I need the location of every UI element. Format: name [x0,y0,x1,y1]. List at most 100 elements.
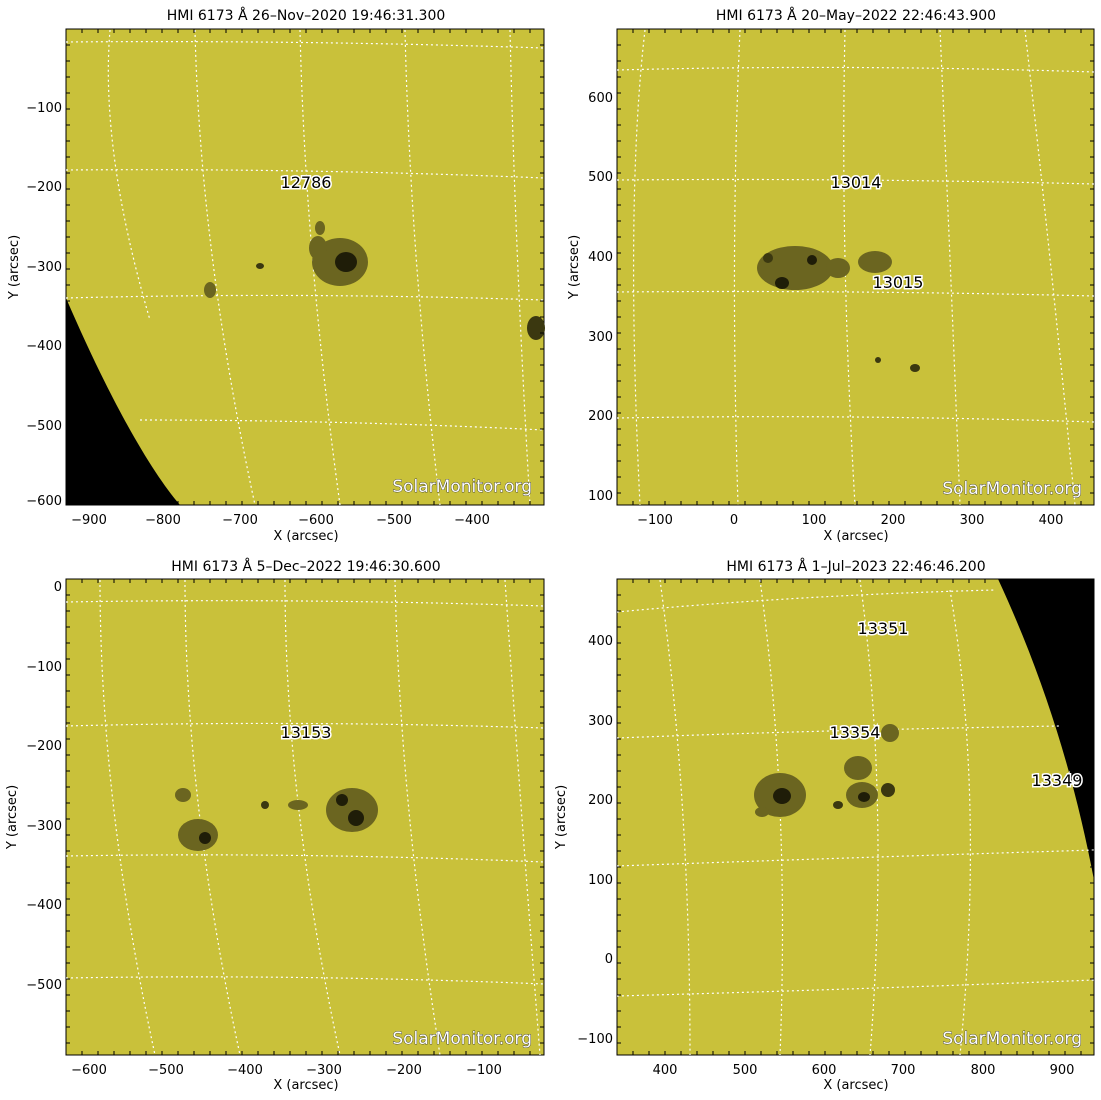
panel-1-sunspots [204,221,545,340]
sunspot-umbra [335,252,357,272]
sunspot-penumbra [315,221,325,235]
y-tick-label: 600 [588,91,613,106]
panel-3-frame [65,578,545,1056]
sunspot-penumbra [757,246,833,290]
sunspot-penumbra [326,788,378,832]
y-axis-label: Y (arcsec) [554,785,569,850]
panel-3-x-ticks: −600 −500 −400 −300 −200 −100 [71,1063,502,1078]
y-tick-label: 200 [588,409,613,424]
region-label: 13153 [281,723,332,742]
y-tick-label: −100 [577,1032,613,1047]
region-label: 13354 [830,723,881,742]
x-tick-label: −800 [145,513,181,528]
panel-1-x-ticks: −900 −800 −700 −600 −500 −400 [71,513,490,528]
panel-4: HMI 6173 Å 1–Jul–2023 22:46:46.200 13351 [554,558,1095,1093]
sunspot-umbra [807,255,817,265]
panel-2-x-ticks: −100 0 100 200 300 400 [637,513,1063,528]
x-axis-label: X (arcsec) [273,529,338,544]
y-axis-label: Y (arcsec) [567,235,582,300]
y-tick-label: −500 [26,978,62,993]
region-label: 13351 [858,619,909,638]
y-axis-label: Y (arcsec) [7,235,22,300]
x-tick-label: 500 [733,1063,758,1078]
panel-3-title: HMI 6173 Å 5–Dec–2022 19:46:30.600 [171,558,440,575]
x-tick-label: 900 [1050,1063,1075,1078]
x-tick-label: −500 [148,1063,184,1078]
y-tick-label: −100 [26,101,62,116]
panel-2-frame [616,28,1095,506]
y-tick-label: 400 [588,250,613,265]
panel-1-heliographic-grid [65,29,545,506]
y-tick-label: 0 [605,952,613,967]
panel-2-y-ticks: 600 500 400 300 200 100 [588,91,613,504]
watermark: SolarMonitor.org [392,1029,532,1049]
sunspot-umbra [348,810,364,826]
sunspot-penumbra [755,807,769,817]
y-tick-label: 300 [588,330,613,345]
region-label: 12786 [281,173,332,192]
sunspot-umbra [336,794,348,806]
x-tick-label: 800 [971,1063,996,1078]
sunspot-penumbra [826,258,850,278]
x-tick-label: 700 [891,1063,916,1078]
sunspot-umbra [858,792,870,802]
x-tick-label: 600 [812,1063,837,1078]
y-tick-label: 400 [588,634,613,649]
y-tick-label: −400 [26,339,62,354]
panel-4-title: HMI 6173 Å 1–Jul–2023 22:46:46.200 [726,558,985,575]
region-label: 13349 [1032,771,1083,790]
sunspot-pore [256,263,264,269]
watermark: SolarMonitor.org [942,479,1082,499]
panel-4-y-ticks: 400 300 200 100 0 −100 [577,634,613,1047]
panel-1-title: HMI 6173 Å 26–Nov–2020 19:46:31.300 [167,7,446,24]
x-tick-label: 300 [960,513,985,528]
x-tick-label: 400 [653,1063,678,1078]
axis-tick-marks [65,28,1094,1055]
y-tick-label: 500 [588,170,613,185]
y-tick-label: 300 [588,714,613,729]
sunspot-umbra [773,788,791,804]
watermark: SolarMonitor.org [392,477,532,497]
y-tick-label: −200 [26,739,62,754]
panel-3: HMI 6173 Å 5–Dec–2022 19:46:30.600 13153… [5,558,545,1093]
x-tick-label: 0 [730,513,738,528]
panel-4-heliographic-grid [616,579,1095,1056]
y-tick-label: −400 [26,898,62,913]
sunspot-penumbra [204,282,216,298]
y-tick-label: 100 [588,873,613,888]
sunspot-penumbra [858,251,892,273]
sunspot-umbra [199,832,211,844]
y-axis-label: Y (arcsec) [5,785,20,850]
panel-3-y-ticks: 0 −100 −200 −300 −400 −500 [26,580,62,993]
sunspot-penumbra [175,788,191,802]
y-tick-label: −200 [26,180,62,195]
panel-4-x-ticks: 400 500 600 700 800 900 [653,1063,1075,1078]
panel-3-heliographic-grid [65,579,545,1056]
x-tick-label: 100 [802,513,827,528]
panel-4-sunspots [754,724,899,817]
sunspot-penumbra [178,819,218,851]
sunspot-umbra [775,277,789,289]
y-tick-label: −300 [26,260,62,275]
watermark: SolarMonitor.org [942,1029,1082,1049]
y-tick-label: 100 [588,489,613,504]
panel-2-sunspots [757,246,920,372]
y-tick-label: −500 [26,419,62,434]
sunspot-pore [833,801,843,809]
x-tick-label: −100 [466,1063,502,1078]
sunspot-pore [875,357,881,363]
x-tick-label: −400 [227,1063,263,1078]
x-tick-label: −400 [454,513,490,528]
panel-2: HMI 6173 Å 20–May–2022 22:46:43.900 1301… [567,7,1095,544]
sunspot-pore [910,364,920,372]
panel-2-heliographic-grid [616,29,1095,506]
sunspot-pore [261,801,269,809]
y-tick-label: −300 [26,819,62,834]
y-tick-label: 0 [54,580,62,595]
panel-1: HMI 6173 Å 26–Nov–2020 19:46:31.300 1278… [7,7,545,544]
panel-4-frame [616,578,1095,1056]
x-tick-label: −600 [71,1063,107,1078]
x-tick-label: −500 [376,513,412,528]
x-tick-label: −700 [222,513,258,528]
